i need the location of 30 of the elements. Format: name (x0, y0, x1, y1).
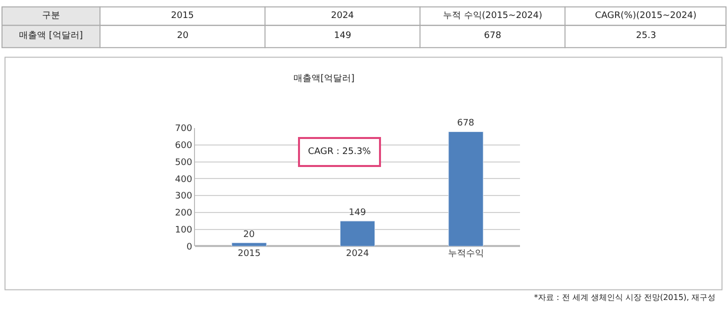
bar (340, 220, 376, 246)
text: 매출액 [억달러] (19, 31, 83, 41)
text: 2015 (171, 11, 194, 21)
text: 149 (334, 31, 352, 41)
text: 2024 (331, 11, 354, 21)
annotation: CAGR : 25.3% (308, 147, 372, 157)
text: 678 (484, 31, 502, 41)
text: *자료 : 전 세계 생체인식 시장 전망(2015), 재구성 (534, 293, 716, 302)
data-label: 149 (348, 208, 366, 218)
text: CAGR(%)(2015~2024) (595, 11, 696, 21)
data-label: 678 (457, 118, 475, 129)
y-tick-label: 0 (186, 242, 192, 252)
x-tick-label: 누적수익 (448, 249, 484, 260)
y-tick-label: 300 (175, 192, 192, 202)
y-tick-label: 700 (175, 124, 192, 134)
y-tick-label: 100 (175, 225, 192, 236)
data-label: 20 (243, 230, 256, 240)
y-tick-label: 600 (175, 141, 192, 152)
text: 누적 수익(2015~2024) (443, 11, 542, 21)
bar (448, 131, 484, 246)
x-tick-label: 2024 (346, 249, 370, 260)
bar (232, 242, 267, 246)
y-tick-label: 400 (175, 174, 192, 185)
y-tick-label: 500 (175, 158, 192, 168)
text: 25.3 (636, 31, 656, 41)
y-tick-label: 200 (175, 208, 192, 219)
text: 구분 (42, 11, 60, 21)
chart-title: 매출액[억달러] (293, 74, 354, 84)
text: 20 (177, 31, 189, 41)
x-tick-label: 2015 (238, 249, 261, 260)
